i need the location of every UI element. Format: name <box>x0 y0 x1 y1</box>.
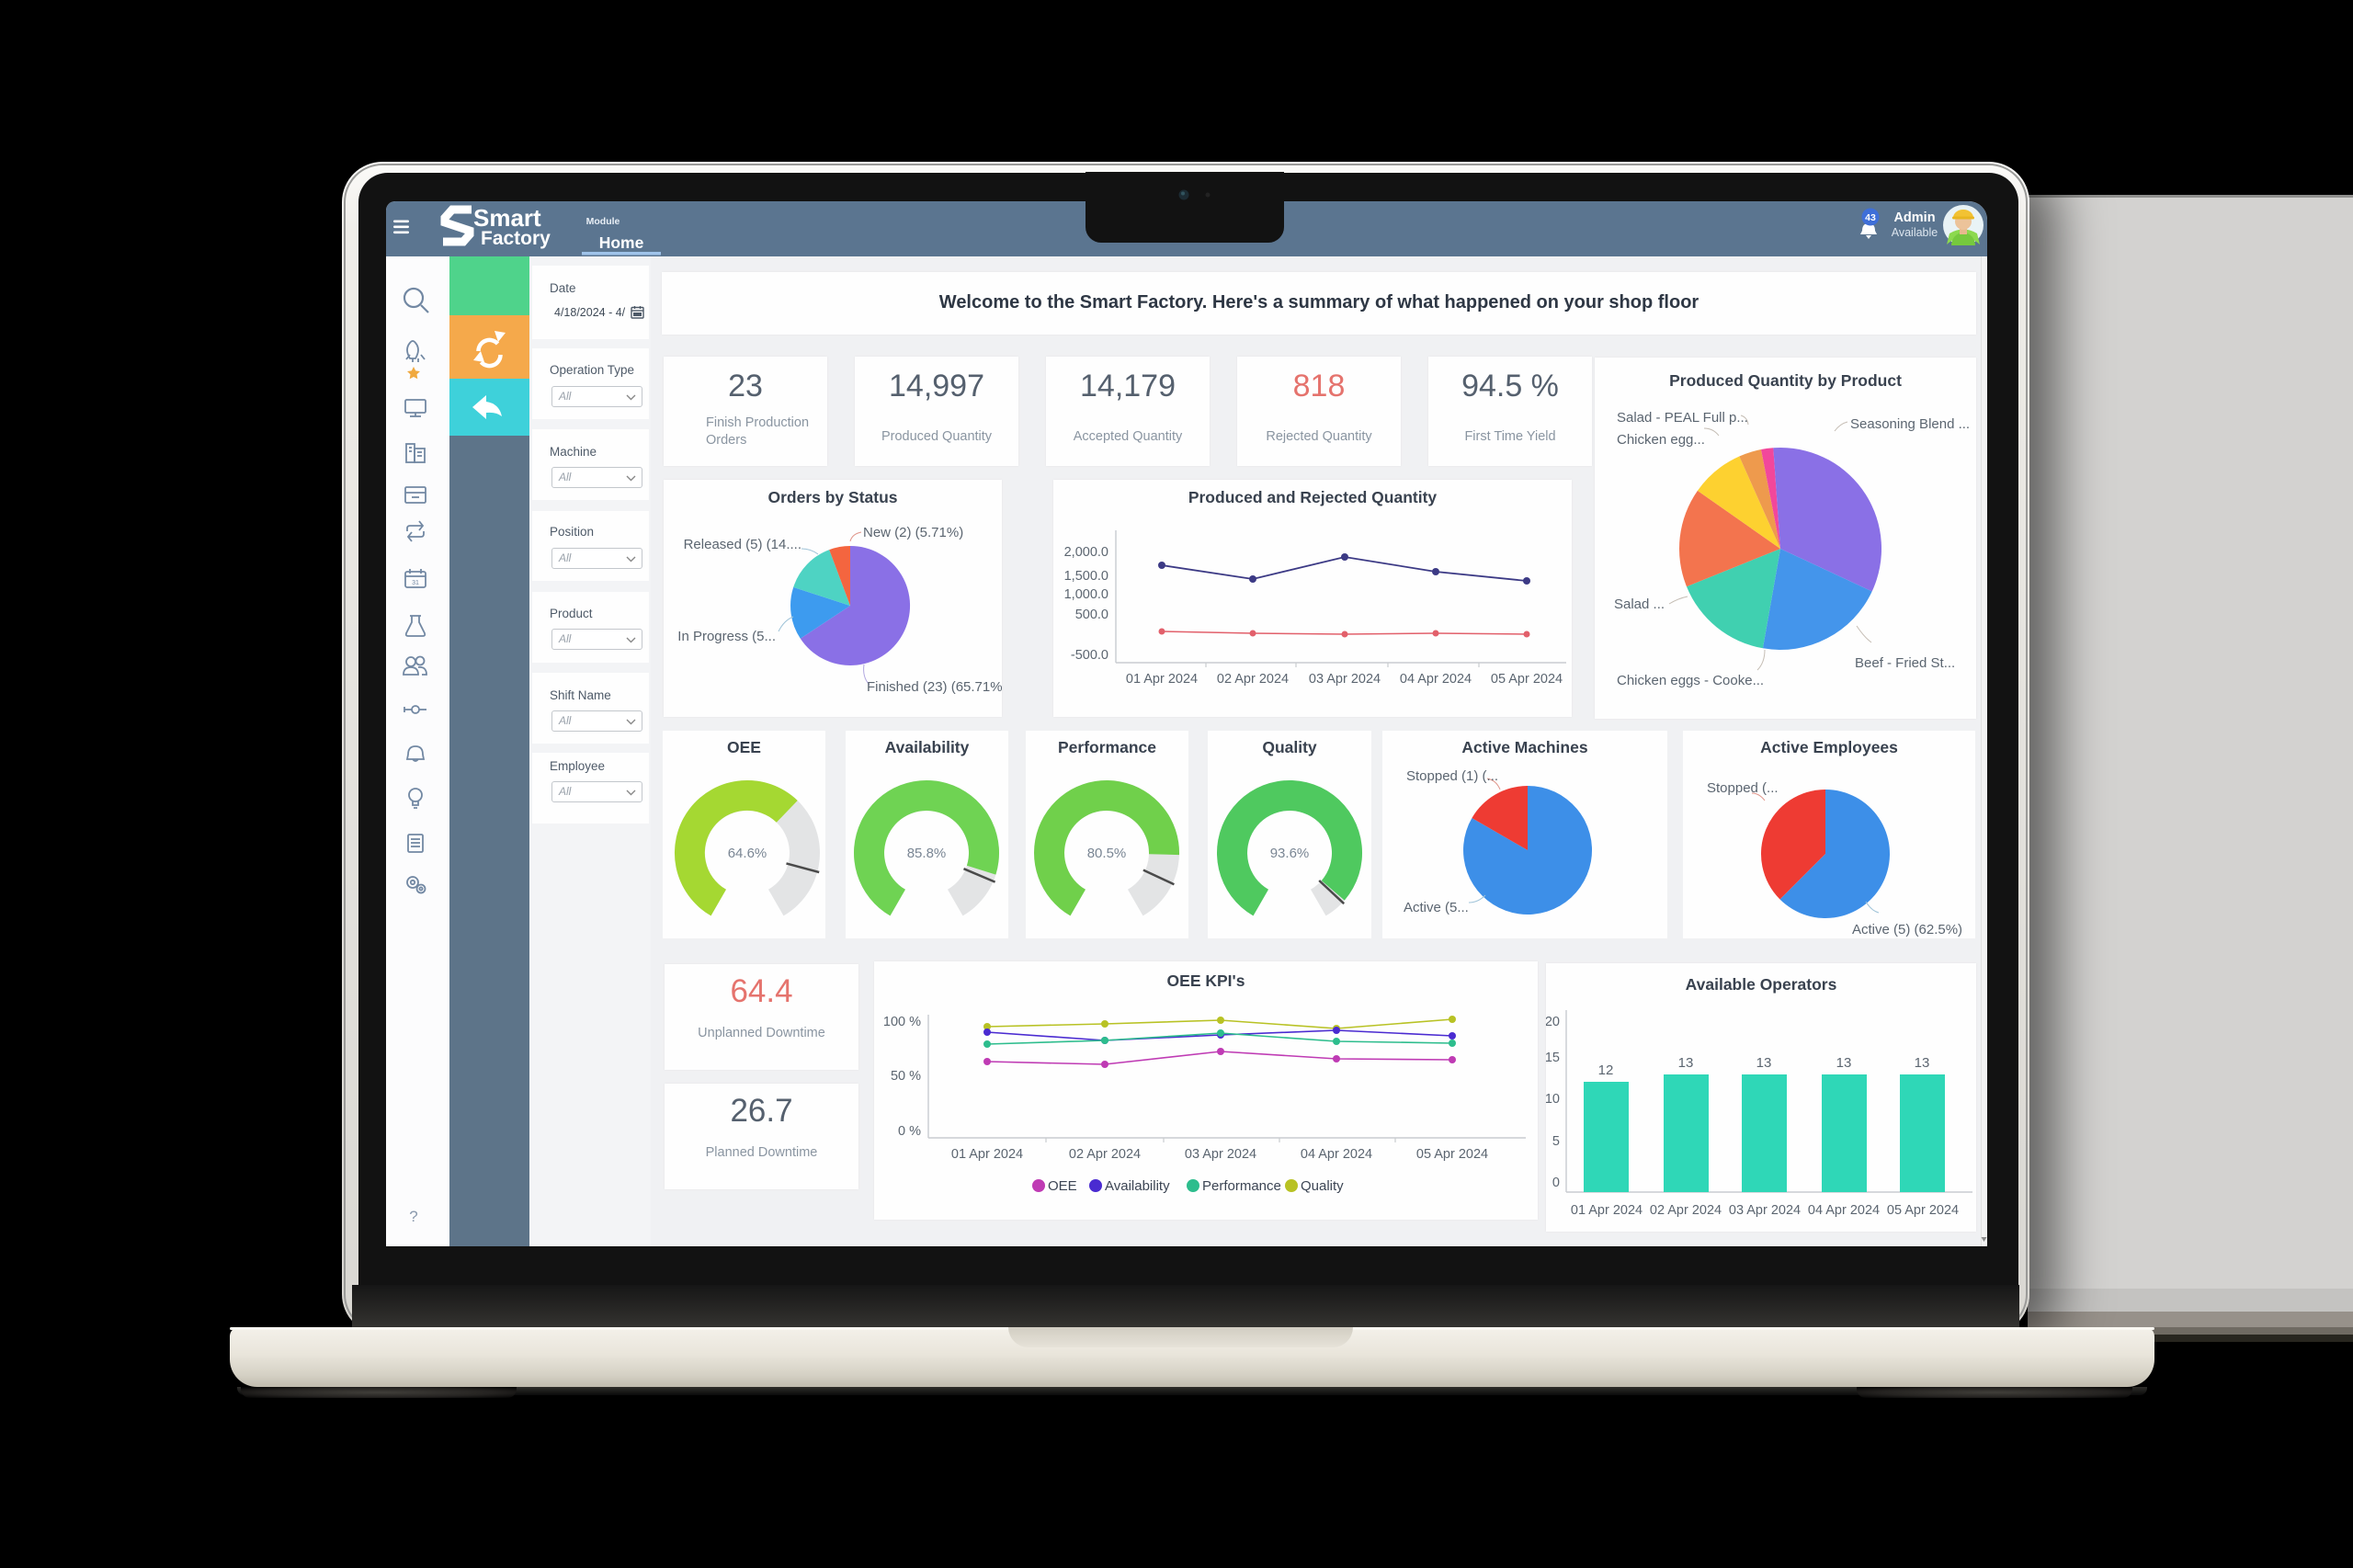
svg-text:Home: Home <box>599 233 644 252</box>
svg-text:Salad ...: Salad ... <box>1614 597 1665 612</box>
svg-text:Smart: Smart <box>473 204 541 232</box>
svg-text:Active Employees: Active Employees <box>1760 738 1898 756</box>
svg-text:15: 15 <box>1546 1051 1560 1065</box>
svg-text:2,000.0: 2,000.0 <box>1064 545 1108 560</box>
svg-text:04 Apr 2024: 04 Apr 2024 <box>1400 672 1472 687</box>
svg-text:Quality: Quality <box>1301 1178 1344 1194</box>
svg-text:Module: Module <box>586 216 620 227</box>
svg-text:0 %: 0 % <box>898 1124 921 1139</box>
svg-text:01 Apr 2024: 01 Apr 2024 <box>1571 1203 1643 1218</box>
svg-text:500.0: 500.0 <box>1075 608 1108 622</box>
svg-text:85.8%: 85.8% <box>907 846 947 861</box>
svg-text:100 %: 100 % <box>883 1015 921 1029</box>
svg-text:Stopped (...: Stopped (... <box>1707 780 1779 796</box>
svg-text:Performance: Performance <box>1058 738 1156 756</box>
svg-text:93.6%: 93.6% <box>1270 846 1310 861</box>
svg-text:64.6%: 64.6% <box>728 846 767 861</box>
svg-text:Released (5) (14....: Released (5) (14.... <box>684 537 801 552</box>
svg-text:0: 0 <box>1552 1176 1560 1190</box>
svg-text:13: 13 <box>1756 1055 1772 1071</box>
svg-text:Availability: Availability <box>1105 1178 1170 1194</box>
svg-text:Finished (23) (65.71%): Finished (23) (65.71%) <box>867 679 1002 695</box>
svg-text:03 Apr 2024: 03 Apr 2024 <box>1729 1203 1801 1218</box>
svg-text:20: 20 <box>1546 1015 1560 1029</box>
svg-text:Active (5...: Active (5... <box>1404 900 1469 915</box>
svg-text:12: 12 <box>1598 1062 1614 1078</box>
svg-text:10: 10 <box>1546 1092 1560 1107</box>
svg-text:04 Apr 2024: 04 Apr 2024 <box>1808 1203 1880 1218</box>
svg-text:Stopped (1) (...: Stopped (1) (... <box>1406 768 1498 784</box>
svg-text:?: ? <box>409 1208 417 1225</box>
svg-text:New (2) (5.71%): New (2) (5.71%) <box>863 525 963 540</box>
svg-text:01 Apr 2024: 01 Apr 2024 <box>1126 672 1198 687</box>
svg-text:05 Apr 2024: 05 Apr 2024 <box>1416 1147 1488 1162</box>
svg-text:02 Apr 2024: 02 Apr 2024 <box>1650 1203 1722 1218</box>
svg-text:04 Apr 2024: 04 Apr 2024 <box>1301 1147 1372 1162</box>
svg-text:Available: Available <box>1892 226 1938 239</box>
svg-text:Seasoning Blend ...: Seasoning Blend ... <box>1850 416 1970 432</box>
svg-text:02 Apr 2024: 02 Apr 2024 <box>1069 1147 1141 1162</box>
svg-text:Availability: Availability <box>885 738 970 756</box>
svg-text:02 Apr 2024: 02 Apr 2024 <box>1217 672 1289 687</box>
svg-text:50 %: 50 % <box>891 1069 921 1084</box>
svg-text:Active Machines: Active Machines <box>1461 738 1587 756</box>
svg-text:05 Apr 2024: 05 Apr 2024 <box>1491 672 1563 687</box>
svg-text:13: 13 <box>1915 1055 1930 1071</box>
svg-text:5: 5 <box>1552 1134 1560 1149</box>
svg-text:Salad - PEAL Full p...: Salad - PEAL Full p... <box>1617 410 1748 426</box>
svg-text:Beef - Fried St...: Beef - Fried St... <box>1855 655 1955 671</box>
svg-text:13: 13 <box>1836 1055 1852 1071</box>
svg-text:Quality: Quality <box>1262 738 1317 756</box>
svg-text:43: 43 <box>1865 212 1876 223</box>
svg-text:13: 13 <box>1678 1055 1694 1071</box>
svg-text:03 Apr 2024: 03 Apr 2024 <box>1309 672 1381 687</box>
svg-text:05 Apr 2024: 05 Apr 2024 <box>1887 1203 1959 1218</box>
svg-text:Chicken eggs - Cooke...: Chicken eggs - Cooke... <box>1617 673 1764 688</box>
svg-text:31: 31 <box>412 580 419 586</box>
svg-text:Chicken egg...: Chicken egg... <box>1617 432 1705 448</box>
svg-text:-500.0: -500.0 <box>1071 648 1108 663</box>
svg-text:1,500.0: 1,500.0 <box>1064 569 1108 584</box>
svg-text:In Progress (5...: In Progress (5... <box>677 629 776 644</box>
svg-text:01 Apr 2024: 01 Apr 2024 <box>951 1147 1023 1162</box>
svg-text:03 Apr 2024: 03 Apr 2024 <box>1185 1147 1256 1162</box>
svg-text:OEE: OEE <box>1048 1178 1077 1194</box>
svg-text:1,000.0: 1,000.0 <box>1064 587 1108 602</box>
svg-text:Factory: Factory <box>481 228 551 249</box>
svg-text:Admin: Admin <box>1893 210 1935 225</box>
svg-text:Active (5) (62.5%): Active (5) (62.5%) <box>1852 922 1962 937</box>
svg-text:OEE: OEE <box>727 738 761 756</box>
svg-text:80.5%: 80.5% <box>1087 846 1127 861</box>
svg-text:Performance: Performance <box>1202 1178 1281 1194</box>
